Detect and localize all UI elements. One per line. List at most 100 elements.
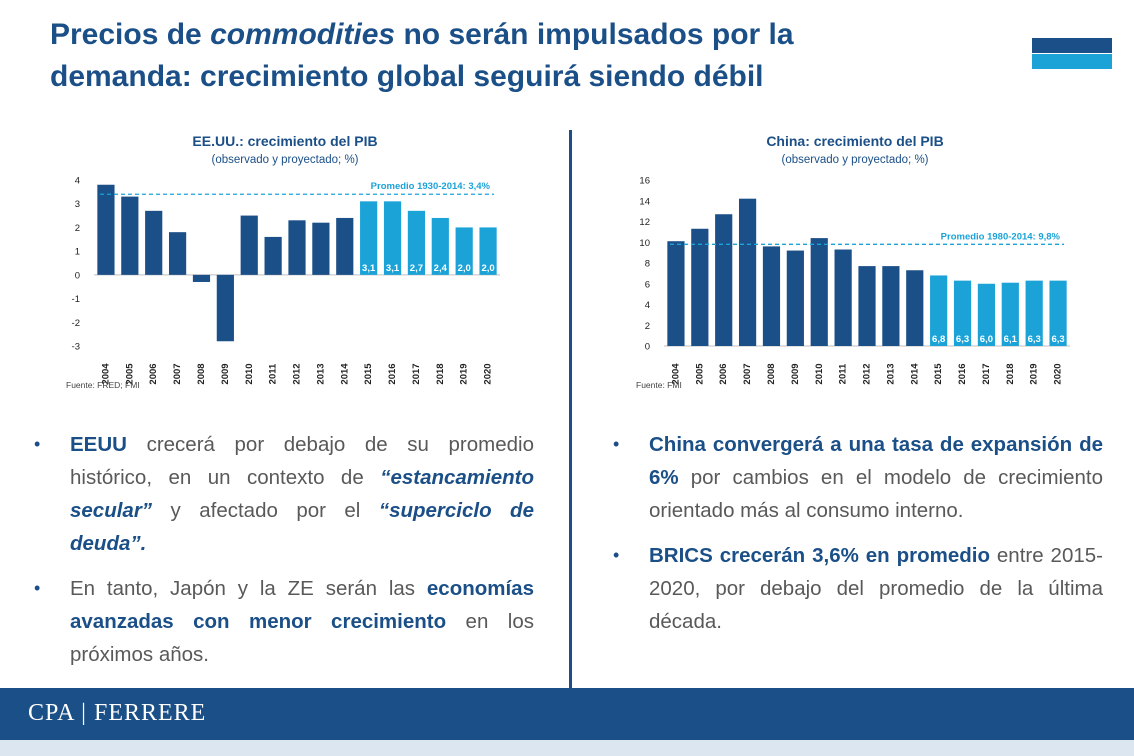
us-bar-2006 — [145, 210, 163, 275]
china-ytick-label: 8 — [645, 259, 650, 270]
us-xtick-label: 2013 — [315, 363, 326, 384]
china-xtick-label: 2016 — [957, 363, 968, 384]
title-part-1: Precios de — [50, 18, 211, 51]
us-ytick-label: 1 — [75, 247, 80, 258]
china-data-label: 6,3 — [1028, 334, 1041, 345]
left-bullet-2: • En tanto, Japón y la ZE serán las econ… — [34, 572, 534, 671]
slide-title: Precios de commodities no serán impulsad… — [50, 14, 910, 98]
china-bar-2018 — [1001, 282, 1019, 346]
china-bar-2012 — [858, 266, 876, 346]
china-ytick-label: 16 — [639, 176, 650, 187]
us-xtick-label: 2020 — [483, 363, 494, 384]
corner-bar-top — [1032, 38, 1112, 53]
china-xtick-label: 2011 — [838, 363, 849, 384]
us-ytick-label: 0 — [75, 270, 80, 281]
bullet-dot: • — [613, 545, 620, 565]
us-data-label: 3,1 — [386, 263, 400, 274]
us-ytick-label: -1 — [72, 294, 80, 305]
us-bar-2011 — [264, 236, 282, 275]
us-xtick-label: 2015 — [363, 363, 374, 385]
us-average-label: Promedio 1930-2014: 3,4% — [371, 181, 491, 192]
bullet-text: China convergerá a una tasa de expansión… — [649, 433, 1103, 489]
us-xtick-label: 2011 — [268, 363, 279, 384]
us-bar-2007 — [168, 232, 187, 275]
bullet-text: En tanto, Japón y la ZE serán las — [70, 577, 427, 600]
us-bar-2017 — [407, 210, 426, 275]
china-ytick-label: 12 — [639, 217, 650, 228]
us-xtick-label: 2014 — [339, 363, 350, 385]
bullet-dot: • — [613, 434, 620, 454]
china-xtick-label: 2005 — [694, 363, 705, 385]
corner-bar-bottom — [1032, 54, 1112, 69]
china-data-label: 6,0 — [980, 334, 993, 345]
title-part-3: no serán impulsados por la demanda: crec… — [50, 18, 794, 93]
china-xtick-label: 2018 — [1005, 363, 1016, 384]
china-xtick-label: 2012 — [862, 363, 873, 384]
us-xtick-label: 2017 — [411, 363, 422, 384]
china-ytick-label: 6 — [645, 279, 650, 290]
china-xtick-label: 2010 — [814, 363, 825, 384]
us-bar-2020 — [479, 227, 497, 275]
china-ytick-label: 2 — [645, 321, 650, 332]
us-xtick-label: 2004 — [100, 363, 111, 385]
cpa-ferrere-logo: CPA | FERRERE — [28, 700, 207, 726]
title-part-2: commodities — [210, 18, 396, 51]
us-xtick-label: 2019 — [459, 363, 470, 384]
bullet-text: crecerá por debajo de su promedio histór… — [70, 433, 534, 489]
us-ytick-label: 3 — [75, 199, 80, 210]
china-bar-2014 — [906, 270, 924, 346]
us-data-label: 2,4 — [434, 263, 448, 274]
china-bar-2011 — [834, 249, 852, 346]
china-xtick-label: 2009 — [790, 363, 801, 384]
china-bar-2007 — [738, 198, 757, 346]
us-bar-2016 — [383, 201, 402, 275]
china-chart-subtitle: (observado y proyectado; %) — [781, 154, 928, 166]
us-data-label: 2,7 — [410, 263, 423, 274]
china-ytick-label: 4 — [645, 300, 650, 311]
bullet-text: BRICS crecerán 3,6% en promedio — [649, 544, 990, 567]
china-chart-title: China: crecimiento del PIB — [766, 133, 943, 149]
bullet-text: y afectado por el — [152, 499, 379, 522]
us-ytick-label: -3 — [72, 342, 80, 353]
china-xtick-label: 2015 — [933, 363, 944, 385]
us-data-label: 3,1 — [362, 263, 376, 274]
bullet-text: entre 2015-2020, por debajo del promedio… — [649, 544, 1103, 633]
us-bar-2005 — [121, 196, 139, 275]
china-bar-2017 — [977, 283, 996, 346]
us-bar-2018 — [431, 217, 449, 275]
china-data-label: 6,3 — [956, 334, 969, 345]
left-bullet-1: • EEUU crecerá por debajo de su promedio… — [34, 428, 534, 560]
us-data-label: 2,0 — [481, 263, 494, 274]
right-bullets: • China convergerá a una tasa de expansi… — [613, 428, 1103, 650]
us-chart-title: EE.UU.: crecimiento del PIB — [192, 133, 377, 149]
footer-strip — [0, 740, 1134, 756]
china-xtick-label: 2013 — [885, 363, 896, 384]
china-average-label: Promedio 1980-2014: 9,8% — [941, 231, 1061, 242]
bullet-text: “estancamiento secular” — [70, 466, 534, 522]
us-xtick-label: 2007 — [172, 363, 183, 384]
us-gdp-chart-svg: EE.UU.: crecimiento del PIB (observado y … — [66, 133, 500, 390]
us-data-label: 2,0 — [458, 263, 471, 274]
us-xtick-label: 2006 — [148, 363, 159, 384]
us-bar-2009 — [216, 274, 234, 342]
china-bar-2005 — [691, 228, 709, 346]
bullet-text: en los próximos años. — [70, 610, 534, 666]
us-bar-2010 — [240, 215, 258, 275]
us-bar-2013 — [312, 222, 330, 275]
bullet-dot: • — [34, 434, 41, 454]
bullet-text: economías avanzadas con menor crecimient… — [70, 577, 534, 633]
china-gdp-chart-svg: China: crecimiento del PIB (observado y p… — [636, 133, 1070, 390]
us-chart-subtitle: (observado y proyectado; %) — [211, 154, 358, 166]
left-bullets: • EEUU crecerá por debajo de su promedio… — [34, 428, 534, 683]
china-xtick-label: 2019 — [1029, 363, 1040, 384]
us-bar-2019 — [455, 227, 473, 275]
china-xtick-label: 2014 — [909, 363, 920, 385]
right-bullet-1: • China convergerá a una tasa de expansi… — [613, 428, 1103, 527]
us-xtick-label: 2016 — [387, 363, 398, 384]
us-xtick-label: 2009 — [220, 363, 231, 384]
china-ytick-label: 0 — [645, 342, 650, 353]
us-xtick-label: 2005 — [124, 363, 135, 385]
us-bar-2012 — [288, 220, 306, 275]
us-xtick-label: 2010 — [244, 363, 255, 384]
us-bar-2015 — [360, 201, 378, 275]
